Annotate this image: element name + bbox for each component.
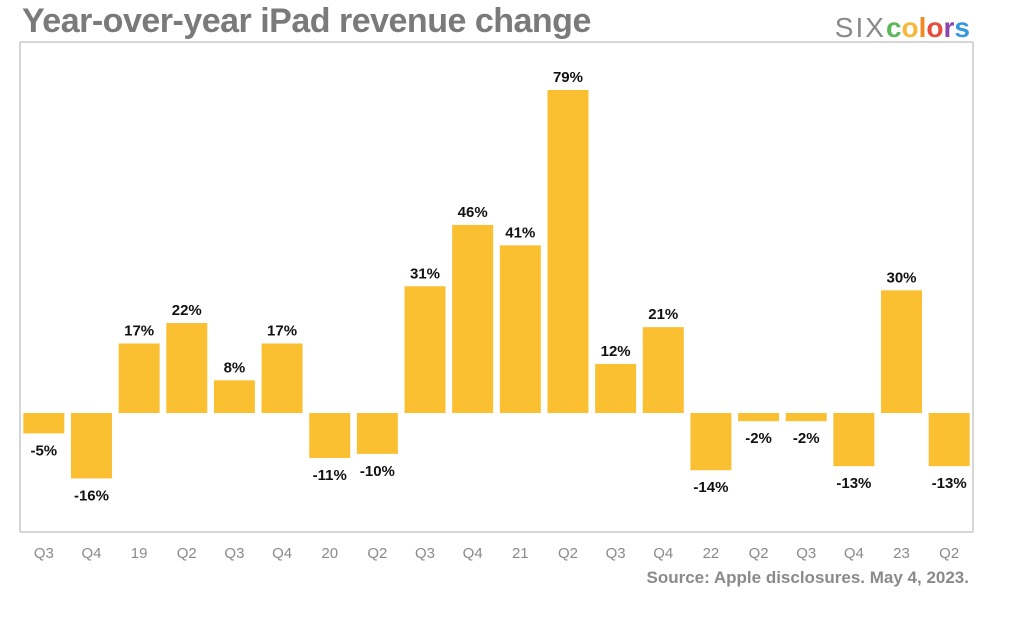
x-tick-label: Q4 [844, 545, 864, 562]
bar [928, 413, 970, 467]
x-tick-label: 21 [512, 545, 529, 562]
x-tick-label: Q2 [558, 545, 578, 562]
data-label: 21% [648, 306, 678, 323]
data-label: -2% [745, 430, 772, 447]
bar [833, 413, 875, 467]
data-label: -2% [793, 430, 820, 447]
data-label: -14% [693, 479, 728, 496]
logo-colors: colors [886, 12, 970, 43]
bar [881, 290, 923, 413]
data-label: 22% [172, 302, 202, 319]
x-tick-label: Q4 [463, 545, 483, 562]
data-label: 31% [410, 265, 440, 282]
data-label: 46% [458, 204, 488, 221]
x-tick-label: Q4 [272, 545, 292, 562]
bar [213, 380, 255, 413]
chart-title: Year-over-year iPad revenue change [22, 2, 591, 40]
source-note: Source: Apple disclosures. May 4, 2023. [646, 568, 969, 587]
data-label: -10% [360, 463, 395, 480]
bar [166, 323, 208, 413]
logo-letter: r [943, 12, 955, 43]
bar [23, 413, 65, 434]
bar [785, 413, 827, 422]
x-tick-label: Q4 [653, 545, 673, 562]
data-label: -13% [932, 475, 967, 492]
data-label: -16% [74, 487, 109, 504]
x-tick-label: Q2 [177, 545, 197, 562]
x-tick-label: 20 [321, 545, 338, 562]
logo-letter: o [901, 12, 919, 43]
x-tick-label: Q2 [367, 545, 387, 562]
data-label: 8% [224, 359, 246, 376]
bar [738, 413, 780, 422]
bar [547, 90, 589, 413]
x-tick-label: Q3 [34, 545, 54, 562]
x-tick-label: Q3 [796, 545, 816, 562]
logo-letter: c [885, 12, 902, 43]
bar [499, 245, 541, 413]
x-tick-label: Q4 [81, 545, 101, 562]
bar [261, 343, 303, 413]
logo-six: SIX [834, 12, 886, 43]
x-tick-label: Q2 [749, 545, 769, 562]
bar [642, 327, 684, 413]
x-tick-label: Q3 [415, 545, 435, 562]
logo-letter: l [918, 12, 927, 43]
x-tick-label: 19 [131, 545, 148, 562]
data-label: 41% [505, 224, 535, 241]
data-label: -11% [313, 467, 347, 484]
bar [452, 224, 494, 413]
data-label: 17% [124, 322, 154, 339]
bar [404, 286, 446, 413]
bar [356, 413, 398, 454]
x-tick-label: 22 [703, 545, 720, 562]
data-label: 12% [601, 343, 631, 360]
x-tick-label: Q3 [606, 545, 626, 562]
data-label: 30% [887, 269, 917, 286]
sixcolors-logo: SIXcolors [835, 12, 970, 44]
bar [595, 363, 637, 413]
data-label: 79% [553, 69, 583, 86]
bar [70, 413, 112, 479]
x-tick-label: Q2 [939, 545, 959, 562]
data-label: -5% [30, 442, 57, 459]
bar [690, 413, 732, 471]
bar [309, 413, 351, 458]
x-tick-label: 23 [893, 545, 910, 562]
bar [118, 343, 160, 413]
data-label: 17% [267, 322, 297, 339]
logo-letter: s [954, 12, 970, 43]
logo-letter: o [926, 12, 944, 43]
data-label: -13% [836, 475, 871, 492]
x-tick-label: Q3 [224, 545, 244, 562]
